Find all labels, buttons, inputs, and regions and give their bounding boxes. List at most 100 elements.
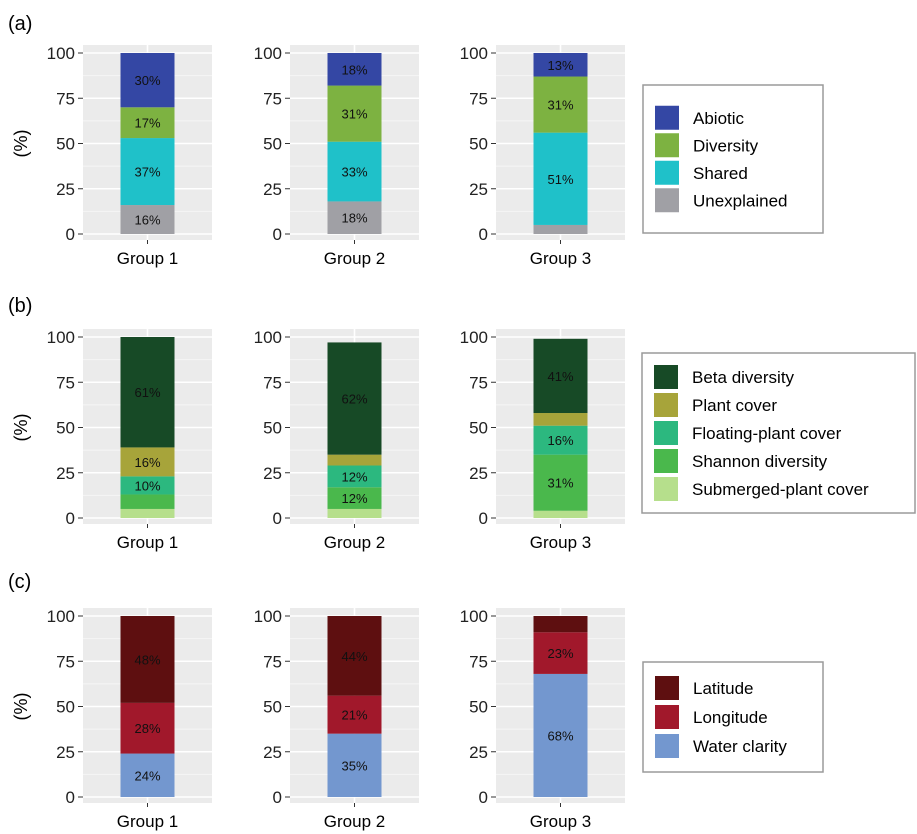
y-tick-label: 0 xyxy=(273,788,282,807)
y-tick-label: 0 xyxy=(66,225,75,244)
y-tick-label: 100 xyxy=(254,328,282,347)
y-tick-label: 50 xyxy=(56,419,75,438)
plot-group-2: 0 25 50 75 100 Group 2 35% 21% 44% xyxy=(254,607,419,831)
y-tick-label: 25 xyxy=(263,180,282,199)
y-tick-label: 50 xyxy=(469,698,488,717)
legend-label: Shared xyxy=(693,164,748,183)
y-tick-label: 0 xyxy=(479,509,488,528)
y-tick-label: 25 xyxy=(263,464,282,483)
bar-segment-floating-plant-cover xyxy=(120,476,175,495)
y-axis-label: (%) xyxy=(11,693,31,721)
data-label: 28% xyxy=(134,721,160,736)
bar-segment-longitude xyxy=(327,695,382,734)
plot-group-3: 0 25 50 75 100 Group 3 51% 31% 13% xyxy=(460,44,625,268)
data-label: 33% xyxy=(341,165,367,180)
panel-3: (c) 0 25 50 75 100 Group 1 24% 28% 48% 0 25 50 75 100 G… xyxy=(8,571,824,831)
bar-segment-water-clarity xyxy=(327,733,382,797)
legend-swatch xyxy=(655,105,679,130)
legend-label: Water clarity xyxy=(693,737,787,756)
y-tick-label: 75 xyxy=(263,373,282,392)
y-tick-label: 75 xyxy=(469,652,488,671)
bar-segment-water-clarity xyxy=(120,753,175,797)
bar-segment-shared xyxy=(120,138,175,206)
x-tick-label: Group 1 xyxy=(117,812,178,831)
y-tick-label: 100 xyxy=(460,328,488,347)
legend-label: Latitude xyxy=(693,679,754,698)
y-tick-label: 0 xyxy=(66,788,75,807)
data-label: 62% xyxy=(341,392,367,407)
panel-tag: (b) xyxy=(8,295,32,317)
data-label: 16% xyxy=(134,455,160,470)
bar-segment-abiotic xyxy=(327,53,382,86)
bar-segment-floating-plant-cover xyxy=(327,465,382,488)
y-axis-label: (%) xyxy=(11,130,31,158)
bar-segment-latitude xyxy=(120,616,175,703)
data-label: 16% xyxy=(547,433,573,448)
data-label: 18% xyxy=(341,62,367,77)
bar-segment-longitude xyxy=(120,702,175,754)
bar-segment-diversity xyxy=(327,85,382,142)
y-tick-label: 0 xyxy=(479,225,488,244)
data-label: 24% xyxy=(134,768,160,783)
y-tick-label: 50 xyxy=(263,135,282,154)
bar-segment-water-clarity xyxy=(533,673,588,797)
y-tick-label: 75 xyxy=(469,373,488,392)
data-label: 44% xyxy=(341,649,367,664)
bar-segment-longitude xyxy=(533,632,588,674)
panel-2: (b) 0 25 50 75 100 Group 1 10% 16% 61% 0 25 50 75 100 G… xyxy=(8,295,916,552)
legend: Abiotic Diversity Shared Unexplained xyxy=(642,84,824,234)
legend-label: Plant cover xyxy=(692,396,777,415)
bar-segment-unexplained xyxy=(533,224,588,234)
bar-segment-plant-cover xyxy=(120,447,175,477)
y-tick-label: 0 xyxy=(273,509,282,528)
legend-swatch xyxy=(654,421,678,445)
legend-label: Floating-plant cover xyxy=(692,424,842,443)
panel-tag: (c) xyxy=(8,571,31,593)
legend-swatch xyxy=(654,393,678,417)
y-tick-label: 25 xyxy=(56,743,75,762)
bar-segment-shannon-diversity xyxy=(327,487,382,509)
y-tick-label: 25 xyxy=(56,180,75,199)
y-tick-label: 75 xyxy=(263,89,282,108)
legend-label: Shannon diversity xyxy=(692,452,828,471)
data-label: 35% xyxy=(341,758,367,773)
x-tick-label: Group 2 xyxy=(324,812,385,831)
legend-label: Abiotic xyxy=(693,109,745,128)
legend-swatch xyxy=(655,133,679,158)
y-tick-label: 100 xyxy=(460,607,488,626)
bar-segment-shared xyxy=(533,132,588,225)
y-tick-label: 50 xyxy=(56,698,75,717)
bar-segment-shannon-diversity xyxy=(533,454,588,511)
y-tick-label: 0 xyxy=(273,225,282,244)
legend-label: Beta diversity xyxy=(692,368,795,387)
bar-segment-beta-diversity xyxy=(327,342,382,455)
legend-swatch xyxy=(655,160,679,185)
y-tick-label: 75 xyxy=(56,89,75,108)
bar-segment-beta-diversity xyxy=(533,338,588,414)
y-tick-label: 50 xyxy=(469,135,488,154)
y-tick-label: 100 xyxy=(47,328,75,347)
data-label: 13% xyxy=(547,58,573,73)
bar-segment-diversity xyxy=(533,76,588,133)
bar-segment-floating-plant-cover xyxy=(533,425,588,455)
bar-segment-plant-cover xyxy=(327,454,382,466)
x-tick-label: Group 3 xyxy=(530,249,591,268)
y-tick-label: 25 xyxy=(469,464,488,483)
bar-segment-submerged-plant-cover xyxy=(533,510,588,518)
plot-group-2: 0 25 50 75 100 Group 2 18% 33% 31% 18% xyxy=(254,44,419,268)
legend: Beta diversity Plant cover Floating-plant … xyxy=(641,352,916,514)
legend-label: Longitude xyxy=(693,708,768,727)
y-tick-label: 100 xyxy=(254,607,282,626)
legend-label: Diversity xyxy=(693,136,759,155)
data-label: 30% xyxy=(134,73,160,88)
bar-segment-unexplained xyxy=(120,205,175,234)
bar-segment-abiotic xyxy=(533,53,588,77)
y-tick-label: 50 xyxy=(469,419,488,438)
data-label: 23% xyxy=(547,646,573,661)
data-label: 61% xyxy=(134,385,160,400)
data-label: 31% xyxy=(547,476,573,491)
legend-swatch xyxy=(655,734,679,758)
plot-group-2: 0 25 50 75 100 Group 2 12% 12% 62% xyxy=(254,328,419,552)
legend-swatch xyxy=(655,676,679,700)
bar-segment-abiotic xyxy=(120,53,175,108)
